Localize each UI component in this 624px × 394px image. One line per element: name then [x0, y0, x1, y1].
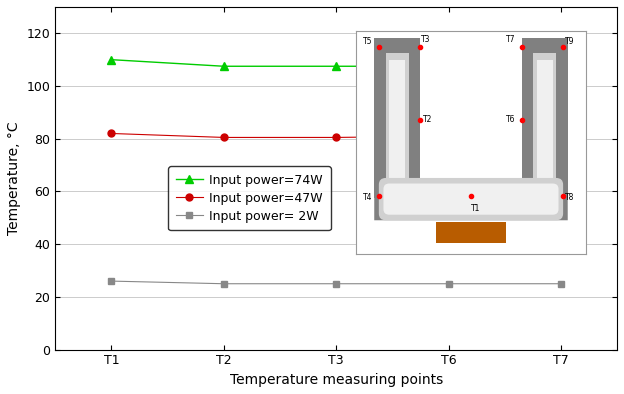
Input power=74W [333, 64, 340, 69]
Input power=47W [557, 135, 565, 140]
Input power=47W [220, 135, 228, 140]
Input power= 2W [557, 281, 565, 286]
Line: Input power=47W: Input power=47W [108, 130, 564, 141]
Input power= 2W [108, 279, 115, 283]
Input power=74W [557, 65, 565, 70]
Input power=74W [220, 64, 228, 69]
Input power= 2W [220, 281, 228, 286]
Line: Input power=74W: Input power=74W [107, 56, 565, 72]
Input power= 2W [445, 281, 452, 286]
Input power=74W [108, 57, 115, 62]
Input power= 2W [333, 281, 340, 286]
Input power=47W [445, 134, 452, 138]
Input power=47W [108, 131, 115, 136]
Legend: Input power=74W, Input power=47W, Input power= 2W: Input power=74W, Input power=47W, Input … [168, 166, 331, 230]
Line: Input power= 2W: Input power= 2W [108, 278, 564, 287]
Y-axis label: Temperature, °C: Temperature, °C [7, 121, 21, 235]
Input power=47W [333, 135, 340, 140]
Input power=74W [445, 64, 452, 69]
X-axis label: Temperature measuring points: Temperature measuring points [230, 373, 443, 387]
